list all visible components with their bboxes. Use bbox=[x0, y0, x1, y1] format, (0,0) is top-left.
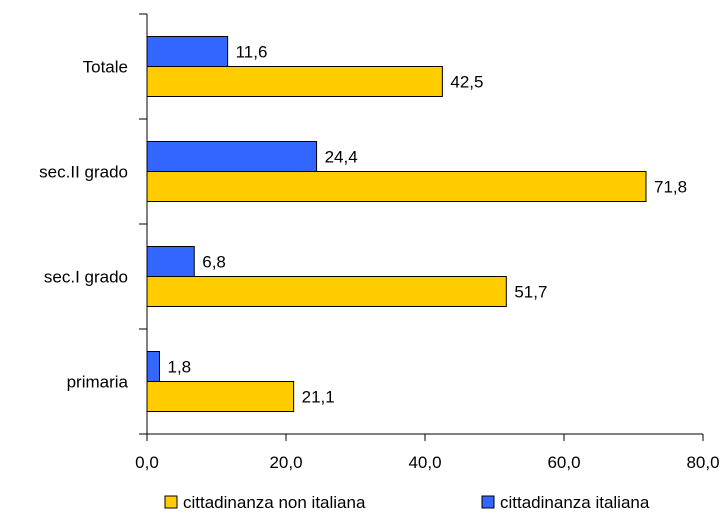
data-label: 11,6 bbox=[236, 43, 268, 62]
data-label: 71,8 bbox=[654, 178, 687, 197]
bar-cittadinanza-italiana bbox=[146, 351, 161, 382]
x-tick-label: 60,0 bbox=[547, 453, 580, 472]
category-label: sec.II grado bbox=[39, 163, 128, 182]
data-label: 21,1 bbox=[302, 388, 335, 407]
x-tick-label: 80,0 bbox=[686, 453, 719, 472]
bar-cittadinanza-italiana bbox=[146, 141, 318, 172]
bars-group bbox=[146, 36, 647, 412]
x-tick-label: 20,0 bbox=[269, 453, 302, 472]
bar-cittadinanza-italiana bbox=[146, 36, 229, 67]
labels-group: Totale 11,6 42,5 sec.II grado 24,4 71,8 sec.I … bbox=[39, 43, 687, 407]
bar-cittadinanza-non-italiana bbox=[146, 381, 295, 412]
data-label: 6,8 bbox=[202, 253, 226, 272]
category-label: primaria bbox=[67, 373, 129, 392]
x-tick-label: 40,0 bbox=[408, 453, 441, 472]
data-label: 1,8 bbox=[168, 358, 192, 377]
category-label: Totale bbox=[83, 58, 128, 77]
bar-cittadinanza-non-italiana bbox=[146, 66, 443, 97]
bar-cittadinanza-italiana bbox=[146, 246, 195, 277]
data-label: 24,4 bbox=[325, 148, 358, 167]
legend-label: cittadinanza italiana bbox=[500, 493, 650, 512]
legend-label: cittadinanza non italiana bbox=[183, 493, 366, 512]
data-label: 51,7 bbox=[514, 283, 547, 302]
bar-cittadinanza-non-italiana bbox=[146, 171, 647, 202]
data-label: 42,5 bbox=[450, 73, 483, 92]
bar-cittadinanza-non-italiana bbox=[146, 276, 507, 307]
category-label: sec.I grado bbox=[44, 268, 128, 287]
legend-swatch bbox=[164, 495, 178, 509]
axes-group: 0,0 20,0 40,0 60,0 80,0 bbox=[135, 13, 720, 472]
x-tick-label: 0,0 bbox=[135, 453, 159, 472]
legend-swatch bbox=[481, 495, 495, 509]
legend: cittadinanza non italiana cittadinanza it… bbox=[164, 493, 650, 512]
